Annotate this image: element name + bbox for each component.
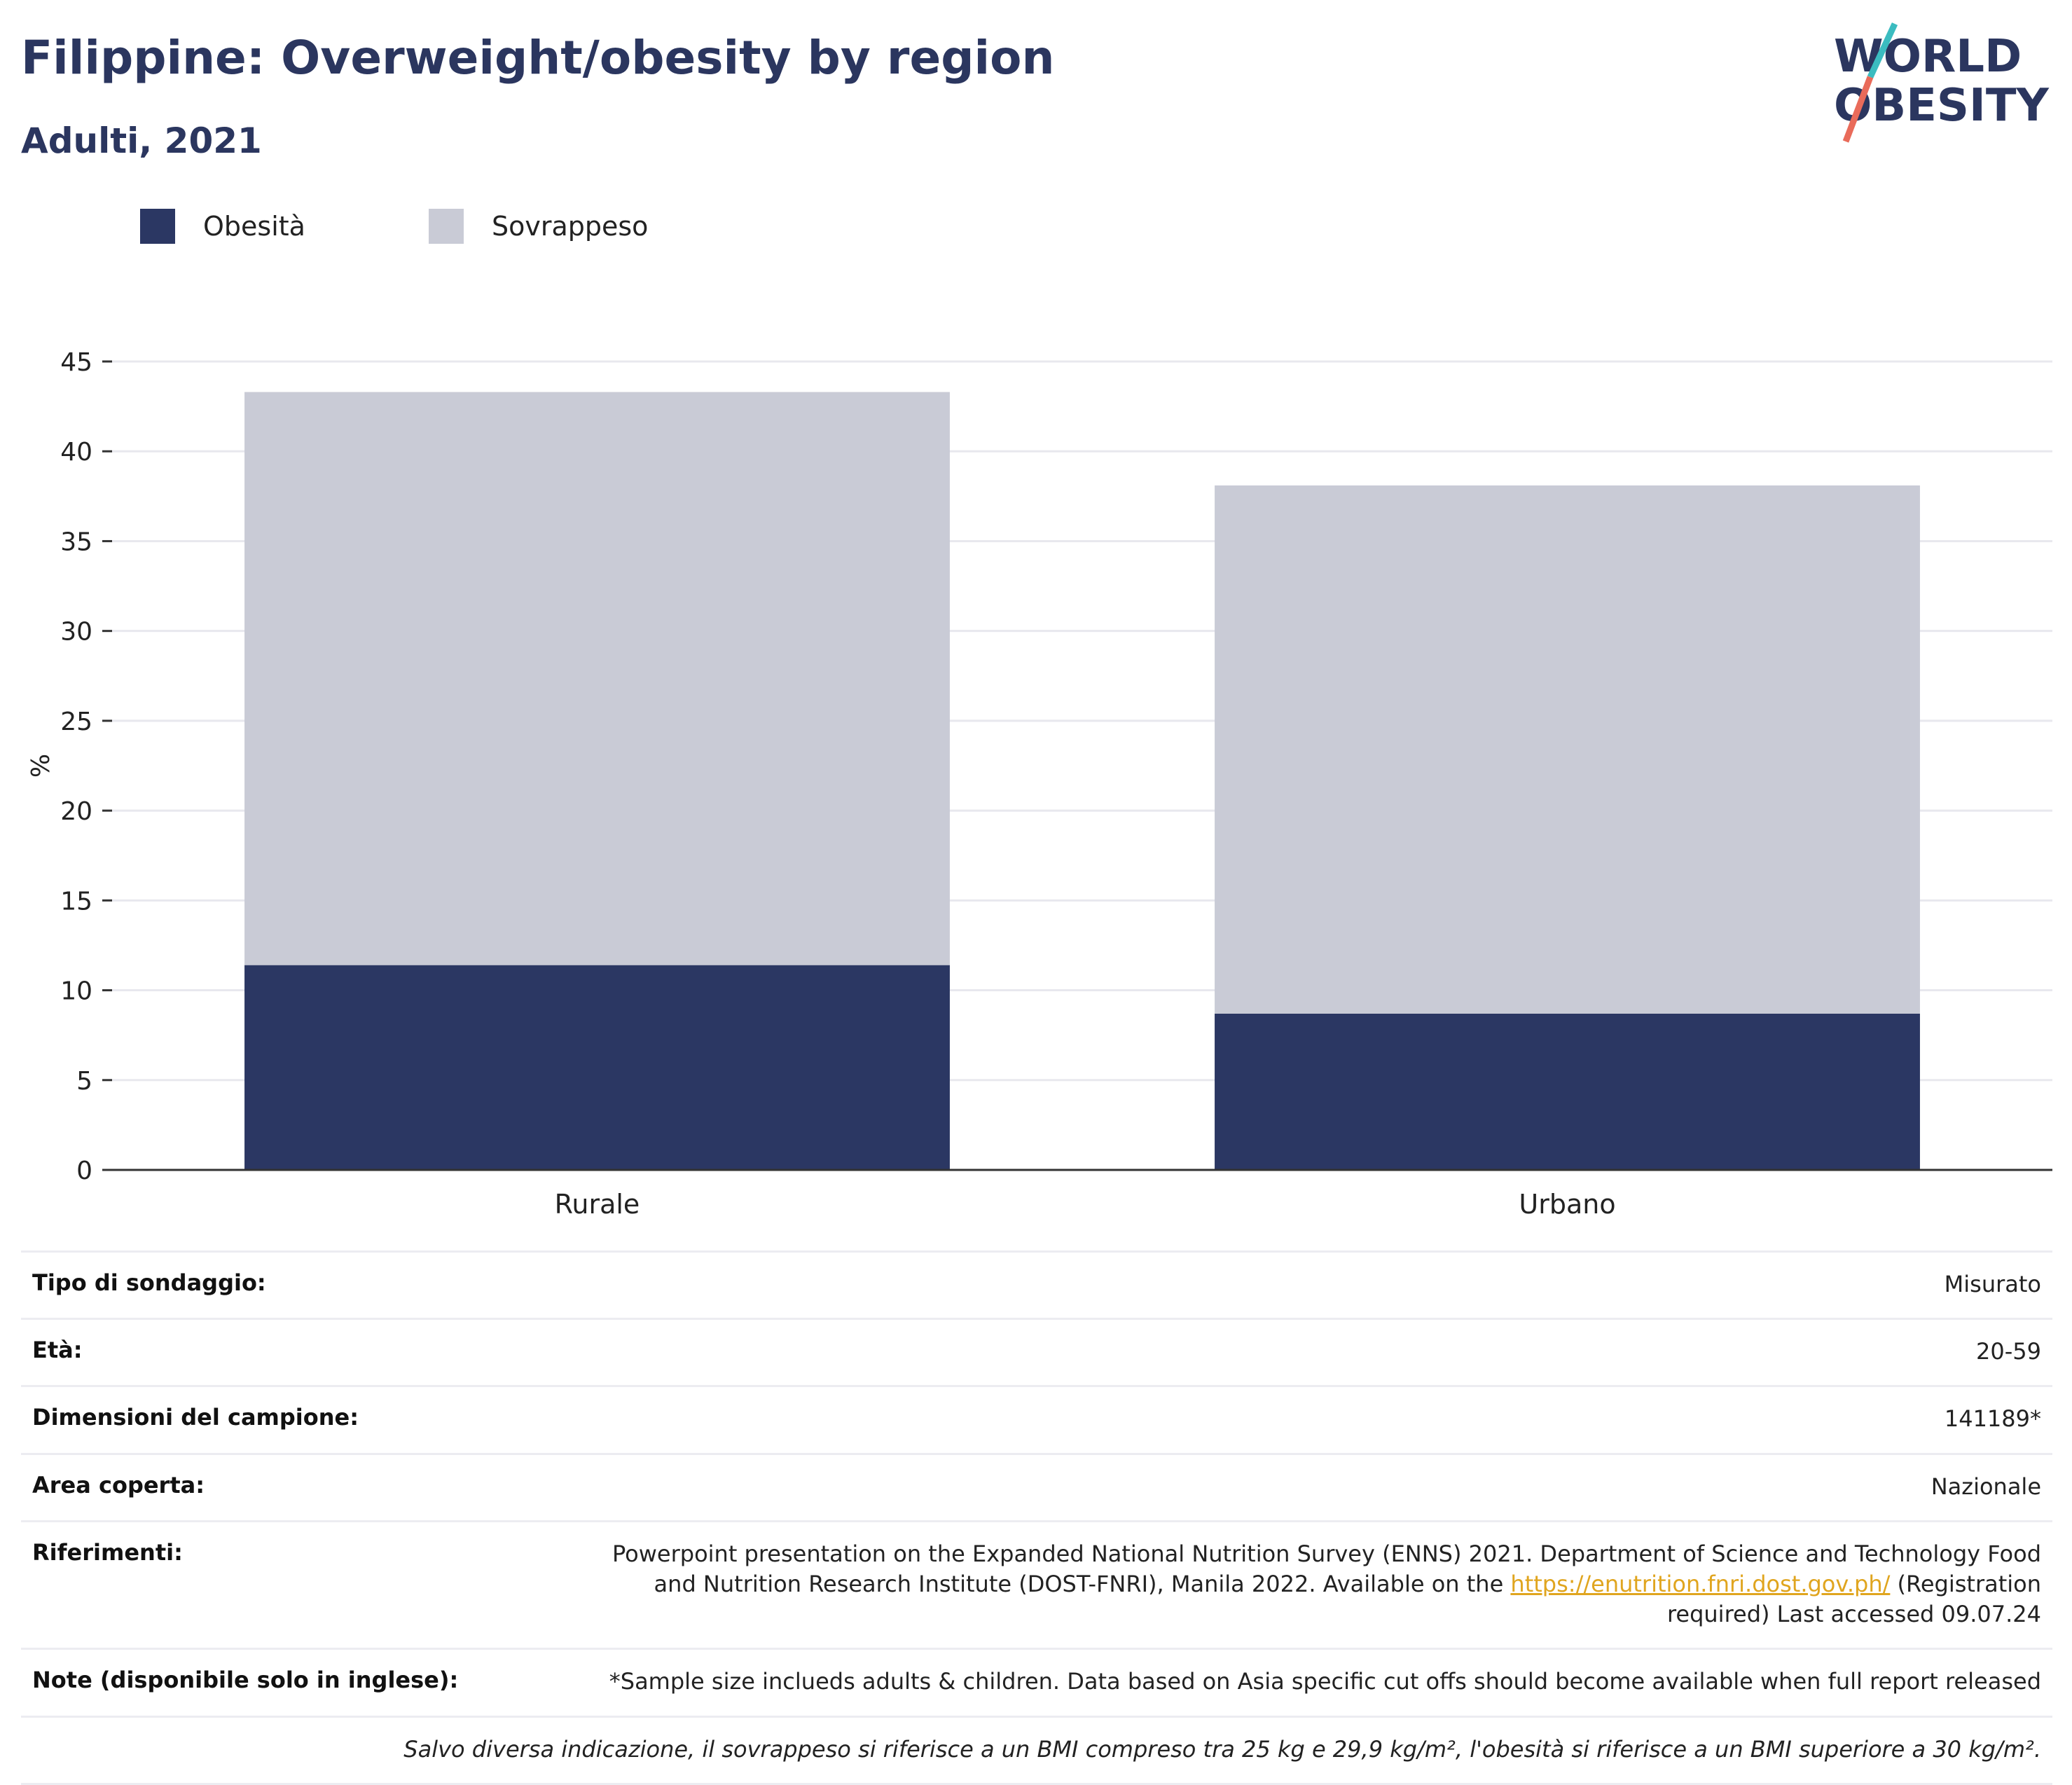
references-link[interactable]: https://enutrition.fnri.dost.gov.ph/ [1510,1570,1891,1597]
legend-swatch-obesity [140,209,175,244]
x-category-label-rurale: Rurale [555,1189,640,1220]
info-row-age: Età: 20-59 [21,1318,2052,1385]
info-row-notes: Note (disponibile solo in inglese): *Sam… [21,1648,2052,1715]
y-tick-label-15: 15 [60,887,92,916]
survey-info-table: Tipo di sondaggio: Misurato Età: 20-59 D… [21,1250,2052,1785]
y-axis-label: % [27,754,55,778]
world-obesity-logo: WORLD OBESITY [1834,22,2049,143]
info-row-footnote: Salvo diversa indicazione, il sovrappeso… [21,1715,2052,1785]
logo-slash-teal [1867,22,1898,78]
area-label: Area coperta: [32,1471,205,1498]
y-tick-label-20: 20 [60,797,92,826]
x-category-label-urbano: Urbano [1519,1189,1615,1220]
age-label: Età: [32,1337,83,1364]
survey-type-value: Misurato [1944,1271,2041,1297]
stacked-bar-chart: 0 5 10 15 20 25 30 35 40 45% Rurale Urbano [27,348,2052,1220]
footnote-text: Salvo diversa indicazione, il sovrappeso… [403,1735,2041,1763]
y-tick-label-45: 45 [60,348,92,377]
y-tick-label-30: 30 [60,618,92,647]
bar-rurale-overweight [244,392,950,965]
info-row-references: Riferimenti: Powerpoint presentation on … [21,1519,2052,1648]
chart-title: Filippine: Overweight/obesity by region [21,31,1055,85]
sample-size-label: Dimensioni del campione: [32,1404,359,1431]
info-row-survey-type: Tipo di sondaggio: Misurato [21,1250,2052,1318]
legend-label-obesity: Obesità [203,211,305,242]
sample-size-value: 141189* [1944,1405,2041,1433]
references-text-before: Powerpoint presentation on the Expanded … [612,1540,2041,1597]
y-tick-label-35: 35 [60,528,92,556]
legend-label-overweight: Sovrappeso [492,211,649,242]
logo-slash-coral [1842,76,1874,143]
age-value: 20-59 [1976,1338,2041,1365]
bar-rurale-obesity [244,965,950,1170]
y-tick-label-25: 25 [60,708,92,736]
bar-urbano-obesity [1215,1013,1920,1170]
y-tick-label-40: 40 [60,438,92,467]
info-row-sample-size: Dimensioni del campione: 141189* [21,1385,2052,1452]
references-value: Powerpoint presentation on the Expanded … [570,1539,2041,1630]
y-tick-label-0: 0 [76,1157,92,1185]
notes-label: Note (disponibile solo in inglese): [32,1667,459,1694]
bar-urbano-overweight [1215,485,1920,1014]
logo-text-obesity: OBESITY [1834,80,2049,132]
y-tick-label-5: 5 [76,1067,92,1096]
legend-item-overweight[interactable]: Sovrappeso [429,209,648,244]
area-value: Nazionale [1931,1473,2041,1500]
notes-value: *Sample size inclueds adults & children.… [609,1668,2041,1695]
info-row-area: Area coperta: Nazionale [21,1452,2052,1520]
references-label: Riferimenti: [32,1538,183,1566]
survey-type-label: Tipo di sondaggio: [32,1269,266,1296]
legend-item-obesity[interactable]: Obesità [140,209,305,244]
y-tick-label-10: 10 [60,977,92,1006]
legend-swatch-overweight [429,209,464,244]
chart-subtitle: Adulti, 2021 [21,120,262,161]
logo-text-world: WORLD [1834,31,2022,83]
references-text-after: (Registration required) Last accessed 09… [1666,1570,2041,1628]
